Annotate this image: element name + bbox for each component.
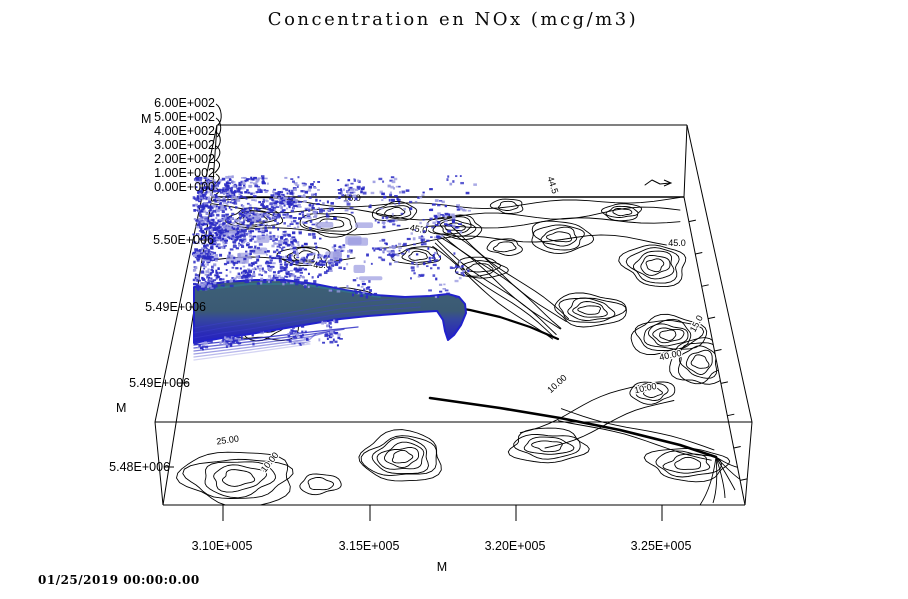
- svg-text:40.00: 40.00: [658, 348, 682, 362]
- x-tick-0: 3.10E+005: [192, 539, 253, 553]
- z-tick-400: 4.00E+002: [154, 124, 215, 138]
- x-axis-label: M: [437, 560, 447, 574]
- nox-plume-isosurface: [193, 279, 467, 361]
- z-tick-100: 1.00E+002: [154, 166, 215, 180]
- x-tick-3: 3.25E+005: [631, 539, 692, 553]
- svg-text:10.00: 10.00: [633, 381, 657, 395]
- z-tick-300: 3.00E+002: [154, 138, 215, 152]
- y-tick-3: 5.48E+006: [109, 460, 170, 474]
- svg-text:10.00: 10.00: [545, 373, 568, 396]
- y-tick-1: 5.49E+006: [145, 300, 206, 314]
- wind-arrow-icon: [644, 179, 673, 187]
- x-tick-2: 3.20E+005: [485, 539, 546, 553]
- svg-text:15.0: 15.0: [688, 314, 705, 334]
- datetime-stamp: 01/25/2019 00:00:0.00: [38, 573, 200, 587]
- z-tick-0: 0.00E+000: [154, 180, 215, 194]
- svg-text:45.0: 45.0: [668, 238, 686, 248]
- y-tick-2: 5.49E+006: [129, 376, 190, 390]
- z-axis-label: M: [141, 112, 151, 126]
- z-tick-200: 2.00E+002: [154, 152, 215, 166]
- svg-text:44.5: 44.5: [545, 175, 560, 195]
- y-axis-label: M: [116, 401, 126, 415]
- nox-particle-cloud: [192, 175, 477, 351]
- y-tick-0: 5.50E+006: [153, 233, 214, 247]
- z-tick-500: 5.00E+002: [154, 110, 215, 124]
- svg-text:25.00: 25.00: [216, 434, 240, 447]
- z-tick-600: 6.00E+002: [154, 96, 215, 110]
- x-tick-1: 3.15E+005: [339, 539, 400, 553]
- plot-title: Concentration en NOx (mcg/m3): [268, 9, 638, 30]
